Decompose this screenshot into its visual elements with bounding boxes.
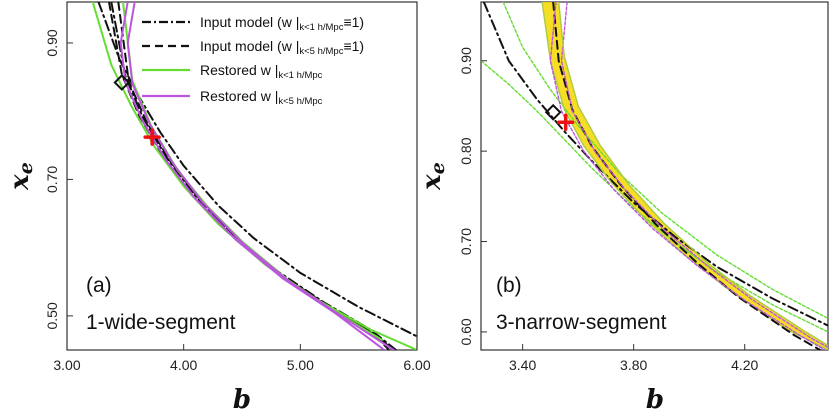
panel-b-ytick-label: 0.70 [458,228,474,255]
panel-a-series-restored-k-5-outer [119,2,386,350]
panel-a-cross-marker [143,128,161,146]
panel-a-series-restored-k-5-inner [126,2,395,350]
panel-b-curves [481,2,828,350]
panel-b-xtick-label: 4.20 [731,357,758,373]
panel-a-ytick-label: 0.90 [44,29,60,56]
panel-b-series-restored-k-1-inner [502,2,828,320]
legend-label-input-k1: Input model (w |k<1 h/Mpc≡1) [200,14,364,33]
panel-b-xlabel: b [646,385,664,415]
panel-b: 3.40 3.80 4.20 0.60 0.70 0.80 0.90 b xe (b) 3-… [417,1,829,415]
panel-b-ytick-label: 0.90 [458,47,474,74]
legend-label-restored-k1: Restored w |k<1 h/Mpc [200,62,323,81]
panel-b-frame [480,1,829,351]
panel-b-ytick-label: 0.60 [458,318,474,345]
panel-b-ticks: 3.40 3.80 4.20 0.60 0.70 0.80 0.90 [458,47,759,373]
panel-a-ticks: 3.00 4.00 5.00 6.00 0.50 0.70 0.90 [44,29,431,373]
panel-a-xtick-label: 3.00 [53,357,80,373]
panel-b-markers [544,103,575,131]
panel-b-xtick-label: 3.80 [620,357,647,373]
panel-b-title: 3-narrow-segment [496,311,667,334]
panel-a: 3.00 4.00 5.00 6.00 0.50 0.70 0.90 b xe (a) 1-… [5,1,431,415]
panel-b-series-restored-k-5-outer [549,2,827,350]
panel-a-xtick-label: 4.00 [170,357,197,373]
panel-a-markers [113,74,161,146]
panel-b-series-restored-k-5-inner [560,2,828,348]
legend-entry-restored-k5: Restored w |k<5 h/Mpc [142,88,323,107]
panel-b-diamond-marker [544,103,562,121]
panel-a-curves [91,2,417,350]
panel-b-series-restored-band-inner [558,2,828,347]
panel-b-letter: (b) [496,274,522,297]
panel-b-cross-marker [556,113,575,131]
legend-entry-restored-k1: Restored w |k<1 h/Mpc [142,62,323,81]
panel-a-ylabel: xe [5,162,37,191]
panel-a-ytick-label: 0.50 [44,302,60,329]
panel-b-ylabel: xe [417,162,449,191]
panel-a-xlabel: b [233,385,251,415]
legend: Input model (w |k<1 h/Mpc≡1) Input model… [142,14,364,107]
panel-a-diamond-marker [113,74,131,91]
panel-b-series-restored-band-outer [541,2,828,350]
panel-a-title: 1-wide-segment [86,311,236,334]
panel-b-series-input-model-k-1-outer [482,2,828,327]
panel-a-frame [66,1,418,351]
legend-label-input-k5: Input model (w |k<5 h/Mpc≡1) [200,38,364,57]
panel-b-xtick-label: 3.40 [509,357,536,373]
panel-a-ytick-label: 0.70 [44,166,60,193]
legend-entry-input-k1: Input model (w |k<1 h/Mpc≡1) [142,14,364,33]
panel-a-letter: (a) [86,274,112,297]
panel-a-xtick-label: 5.00 [287,357,314,373]
panel-a-xtick-label: 6.00 [403,357,430,373]
legend-entry-input-k5: Input model (w |k<5 h/Mpc≡1) [142,38,364,57]
panel-b-series-input-model-k-5 [552,2,823,350]
panel-a-series-input-model-k-1-outer [97,2,417,338]
panel-b-ytick-label: 0.80 [458,137,474,164]
legend-label-restored-k5: Restored w |k<5 h/Mpc [200,88,323,107]
